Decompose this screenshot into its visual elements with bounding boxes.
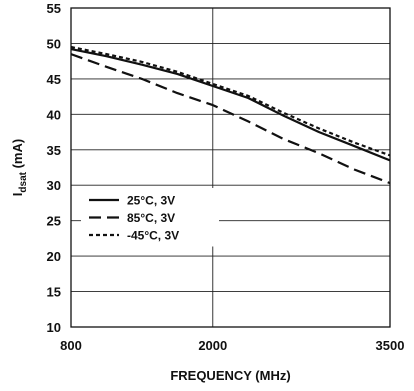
x-tick-labels: 800 2000 3500 [60,338,404,353]
y-axis-title-sub: dsat [18,171,29,192]
y-tick-label: 25 [47,214,61,229]
y-tick-label: 45 [47,72,61,87]
legend-label-1: 25°C, 3V [127,194,175,208]
y-axis-title-unit: (mA) [10,139,25,172]
y-axis-title: Idsat (mA) [10,139,29,196]
y-tick-labels: 10 15 20 25 30 35 40 45 50 55 [47,1,61,335]
y-tick-label: 15 [47,285,61,300]
legend-box [81,188,219,247]
grid [70,7,391,328]
y-tick-label: 10 [47,320,61,335]
series-group [70,45,391,185]
x-tick-label: 3500 [376,338,405,353]
legend-label-2: 85°C, 3V [127,211,175,225]
y-tick-label: 40 [47,107,61,122]
x-tick-label: 800 [60,338,82,353]
series-line-1 [70,48,391,162]
plot-frame [70,7,391,328]
y-axis-title-main: I [10,193,25,197]
y-tick-label: 20 [47,249,61,264]
y-tick-label: 55 [47,1,61,16]
legend-label-3: -45°C, 3V [127,229,179,243]
series-line-3 [70,45,391,157]
y-tick-label: 50 [47,36,61,51]
series-line-2 [70,53,391,185]
x-axis-title: FREQUENCY (MHz) [170,368,290,383]
y-tick-label: 35 [47,143,61,158]
x-tick-label: 2000 [198,338,227,353]
y-tick-label: 30 [47,178,61,193]
legend: 25°C, 3V 85°C, 3V -45°C, 3V [81,188,219,247]
